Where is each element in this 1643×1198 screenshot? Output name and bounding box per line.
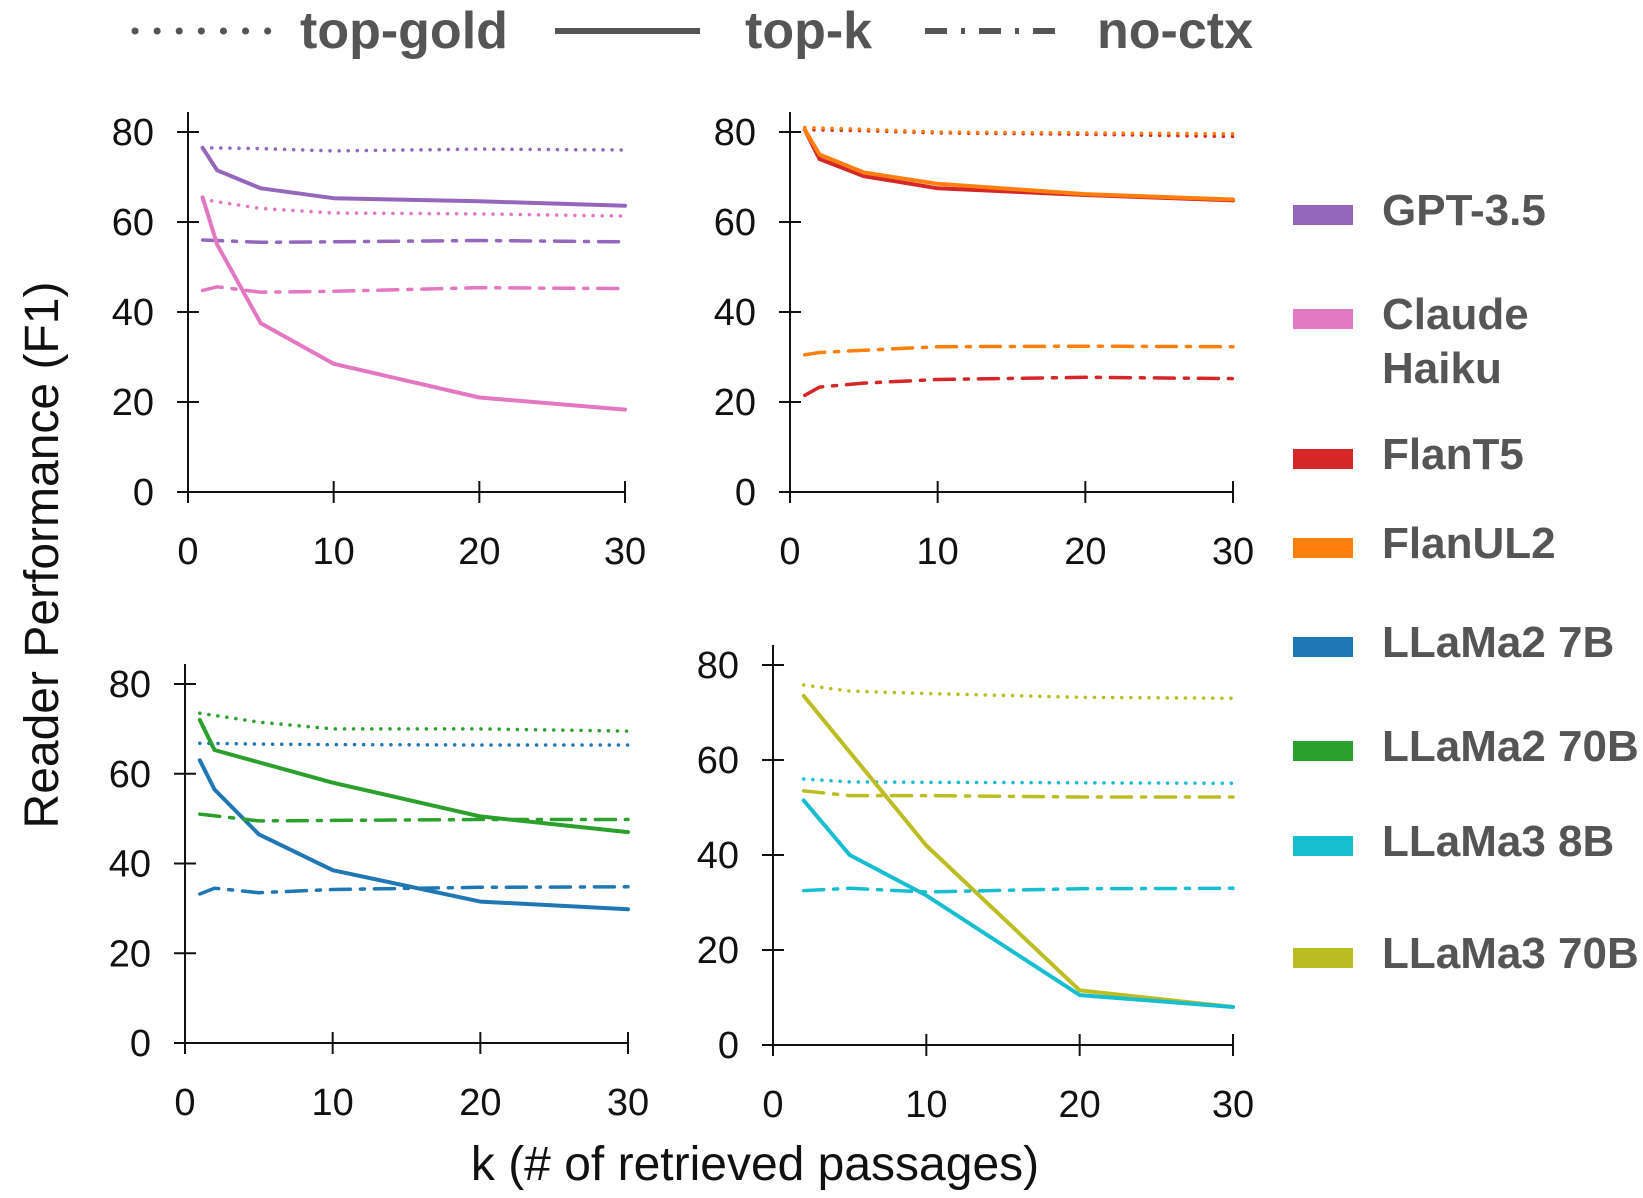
series-line-llama2_70b-dotted — [198, 711, 630, 733]
x-tick-label: 30 — [1212, 531, 1254, 573]
x-tick-label: 0 — [174, 1082, 195, 1124]
legend-label-llama2-7b: LLaMa2 7B — [1382, 618, 1614, 667]
x-tick-label: 10 — [917, 531, 959, 573]
series-line-llama3_8b-solid — [801, 798, 1235, 1009]
x-tick-label: 20 — [1064, 531, 1106, 573]
y-tick-label: 40 — [697, 835, 739, 877]
x-tick-label: 0 — [779, 531, 800, 573]
legend-label-claude-line1: Claude — [1382, 290, 1529, 339]
y-tick-label: 60 — [714, 202, 756, 244]
series-line-claude-dashdot — [200, 285, 627, 294]
y-tick-label: 0 — [718, 1025, 739, 1067]
x-tick-label: 10 — [313, 531, 355, 573]
legend-label-flanul2: FlanUL2 — [1382, 519, 1556, 568]
legend-swatch-flanul2 — [1293, 538, 1353, 558]
series-line-gpt35-dotted — [200, 146, 627, 153]
x-tick-label: 10 — [905, 1084, 947, 1126]
series-line-llama2_7b-dotted — [198, 741, 630, 747]
series-line-flanul2-dotted — [803, 125, 1235, 136]
y-tick-label: 80 — [714, 112, 756, 154]
legend-label-flant5: FlanT5 — [1382, 430, 1524, 479]
legend-label-llama3-8b: LLaMa3 8B — [1382, 817, 1614, 866]
legend-label-claude: Claude Haiku — [1382, 290, 1541, 393]
legend-label-claude-line2: Haiku — [1382, 344, 1502, 393]
series-line-flant5-dashdot — [803, 375, 1235, 398]
legend-swatch-flant5 — [1293, 449, 1353, 469]
y-tick-label: 80 — [697, 645, 739, 687]
x-tick-label: 20 — [458, 531, 500, 573]
y-tick-label: 60 — [109, 754, 151, 796]
y-tick-label: 40 — [714, 292, 756, 334]
legend-swatch-llama2-70b — [1293, 741, 1353, 761]
x-tick-label: 10 — [312, 1082, 354, 1124]
y-tick-label: 0 — [133, 472, 154, 514]
y-tick-label: 20 — [697, 930, 739, 972]
panel-bottom-right: 0 20 40 60 80 0 10 20 30 — [697, 645, 1254, 1126]
y-tick-label: 20 — [714, 382, 756, 424]
x-tick-label: 20 — [1059, 1084, 1101, 1126]
y-tick-label: 60 — [112, 202, 154, 244]
y-tick-label: 20 — [109, 933, 151, 975]
style-legend-label-top-gold: top-gold — [300, 2, 508, 60]
panel-top-left: 0 20 40 60 80 0 10 20 30 — [112, 112, 646, 573]
style-legend: top-gold top-k no-ctx — [131, 2, 1253, 60]
y-tick-label: 80 — [109, 664, 151, 706]
series-line-llama3_70b-solid — [801, 693, 1235, 1009]
x-tick-label: 30 — [607, 1082, 649, 1124]
x-tick-label: 0 — [177, 531, 198, 573]
series-line-llama2_70b-solid — [197, 717, 630, 835]
series-line-llama3_8b-dashdot — [801, 886, 1235, 894]
series-line-llama2_7b-solid — [197, 758, 630, 912]
series-line-llama2_70b-dashdot — [198, 812, 630, 823]
y-tick-label: 0 — [130, 1023, 151, 1065]
y-axis-title: Reader Performance (F1) — [16, 282, 69, 829]
legend-swatch-claude — [1293, 309, 1353, 329]
x-tick-label: 20 — [459, 1082, 501, 1124]
legend-swatch-gpt35 — [1293, 205, 1353, 225]
panel-bottom-left: 0 20 40 60 80 0 10 20 30 — [109, 664, 649, 1124]
legend-label-gpt35: GPT-3.5 — [1382, 186, 1546, 235]
x-axis-title: k (# of retrieved passages) — [471, 1138, 1039, 1191]
x-tick-label: 30 — [1212, 1084, 1254, 1126]
series-line-llama3_70b-dotted — [801, 683, 1235, 701]
x-tick-label: 30 — [604, 531, 646, 573]
y-tick-label: 40 — [112, 292, 154, 334]
series-line-llama3_70b-dashdot — [801, 789, 1235, 799]
legend-swatch-llama3-70b — [1293, 948, 1353, 968]
series-line-gpt35-dashdot — [200, 238, 627, 245]
series-line-llama3_8b-dotted — [801, 777, 1235, 786]
y-tick-label: 20 — [112, 382, 154, 424]
series-line-flanul2-dashdot — [803, 344, 1235, 357]
legend-swatch-llama2-7b — [1293, 637, 1353, 657]
y-tick-label: 40 — [109, 844, 151, 886]
panel-top-right: 0 20 40 60 80 0 10 20 30 — [714, 112, 1254, 573]
series-line-claude-dotted — [200, 197, 627, 218]
model-legend: GPT-3.5 Claude Haiku FlanT5 FlanUL2 LLaM… — [1293, 186, 1639, 978]
y-tick-label: 80 — [112, 112, 154, 154]
series-line-claude-solid — [200, 195, 627, 412]
legend-label-llama2-70b: LLaMa2 70B — [1382, 722, 1639, 771]
style-legend-label-top-k: top-k — [745, 2, 872, 60]
style-legend-label-no-ctx: no-ctx — [1097, 2, 1253, 60]
series-line-llama2_7b-dashdot — [198, 885, 630, 896]
legend-swatch-llama3-8b — [1293, 836, 1353, 856]
series-line-gpt35-solid — [200, 145, 627, 208]
series-line-flanul2-solid — [802, 127, 1235, 202]
y-tick-label: 60 — [697, 740, 739, 782]
legend-label-llama3-70b: LLaMa3 70B — [1382, 929, 1639, 978]
x-tick-label: 0 — [762, 1084, 783, 1126]
y-tick-label: 0 — [735, 472, 756, 514]
